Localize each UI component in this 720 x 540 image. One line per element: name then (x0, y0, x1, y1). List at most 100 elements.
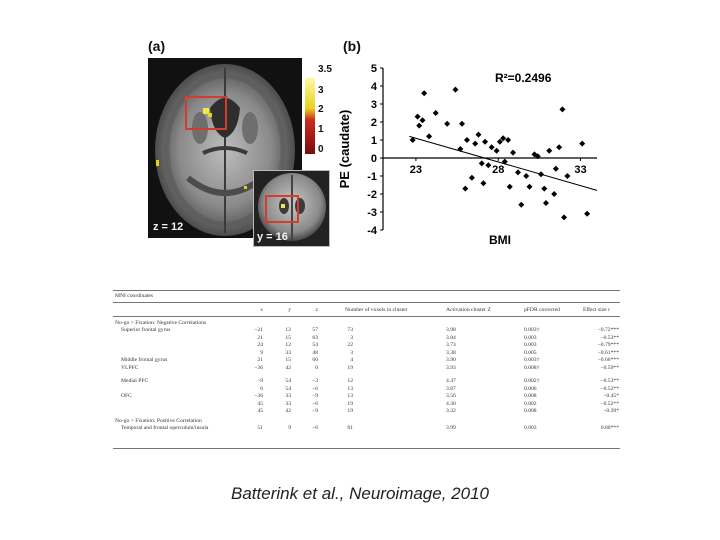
table-cell: 3 (350, 349, 353, 356)
table-cell: 6 (260, 385, 263, 392)
data-point (534, 153, 541, 160)
table-cell: 45 (257, 400, 263, 407)
table-cell: −36 (254, 393, 263, 400)
table-cell: −3 (312, 378, 318, 384)
table-cell: 0.005 (524, 349, 537, 356)
table-cell: 19 (347, 400, 353, 407)
data-point (542, 200, 549, 206)
table-cell: 21 (257, 357, 263, 364)
table-cell: 0.002† (524, 378, 540, 384)
table-cell: 3.98 (446, 327, 456, 333)
table-cell: −0.52** (600, 400, 619, 407)
y-tick-label: 4 (371, 81, 378, 93)
data-point (514, 169, 521, 176)
table-section-heading: No-go > Fixation: Positive Correlation (115, 418, 202, 424)
roi-box-inset (265, 195, 299, 223)
data-point (485, 162, 492, 169)
regression-line (409, 135, 598, 191)
table-cell: 0.80*** (600, 425, 619, 431)
table-cell: −21 (254, 327, 263, 333)
table-cell: 12 (285, 342, 291, 349)
y-tick-label: -3 (367, 207, 377, 219)
data-point (482, 138, 489, 145)
colorbar (305, 78, 315, 154)
table-cell: 0.008 (524, 393, 537, 400)
table-cell: 54 (285, 378, 291, 384)
table-cell: 48 (312, 349, 318, 356)
table-cell: −9 (312, 408, 318, 415)
table-cell: 0.008 (524, 408, 537, 415)
table-row-region: Medial PFC (121, 378, 149, 384)
table-cell: 0.003† (524, 327, 540, 333)
table-cell: 3.32 (446, 408, 456, 415)
table-cell: −9 (257, 378, 263, 384)
table-cell: 22 (347, 342, 353, 349)
table-header-cell: pFDR corrected (524, 307, 560, 313)
colorbar-tick-2: 2 (318, 104, 324, 115)
table-cell: 3.84 (446, 334, 456, 341)
table-cell: 42 (285, 365, 291, 371)
table-cell: 9 (260, 349, 263, 356)
table-cell: 21 (257, 334, 263, 341)
table-cell: 42 (285, 408, 291, 415)
data-point (559, 106, 566, 113)
data-point (579, 140, 586, 147)
panel-a-label: (a) (148, 38, 166, 54)
table-cell: −0.53** (600, 334, 619, 341)
table-header-cell: Effect size r (583, 307, 610, 313)
data-point (505, 137, 512, 143)
y-tick-label: 3 (371, 99, 377, 111)
table-header-cell: Number of voxels in cluster (345, 307, 408, 313)
y-tick-label: 1 (371, 135, 377, 147)
table-cell: −6 (312, 400, 318, 407)
table-cell: 15 (285, 334, 291, 341)
table-cell: 15 (285, 357, 291, 364)
x-axis-label: BMI (489, 233, 511, 247)
data-point (506, 183, 513, 190)
table-row-region: Middle frontal gyrus (121, 357, 168, 364)
table-cell: 4.30 (446, 400, 456, 407)
table-cell: 0.008† (524, 365, 540, 371)
brain-coronal-inset-drawing (258, 173, 326, 241)
table-cell: 0.003† (524, 357, 540, 364)
data-point (561, 214, 568, 221)
table-cell: 3.99 (446, 425, 456, 431)
table-cell: −0.45* (603, 393, 619, 400)
table-cell: 12 (347, 378, 353, 384)
table-cell: 0 (315, 365, 318, 371)
table-row-region: VLPFC (121, 365, 139, 371)
table-cell: 3.90 (446, 357, 456, 364)
table-section-heading: No-go > Fixation: Negative Correlations (115, 320, 207, 326)
table-cell: 54 (312, 342, 318, 349)
table-row-region: Temporal and frontal operculum/insula (121, 425, 209, 431)
data-point (414, 113, 421, 120)
table-cell: 19 (347, 408, 353, 415)
data-point (468, 174, 475, 181)
data-point (531, 151, 538, 158)
x-tick-label: 23 (410, 164, 422, 176)
table-cell: 4 (350, 357, 353, 364)
table-cell: 12 (285, 327, 291, 333)
data-point (510, 149, 517, 156)
colorbar-tick-3-5: 3.5 (318, 64, 332, 75)
table-cell: 0.002 (524, 400, 537, 407)
data-point (564, 173, 571, 179)
y-tick-label: 0 (371, 153, 377, 165)
colorbar-tick-3: 3 (318, 85, 324, 96)
table-cell: −0.61*** (597, 349, 619, 356)
y-axis-label: PE (caudate) (337, 110, 352, 189)
data-point (426, 133, 433, 140)
data-point (444, 120, 451, 127)
data-point (556, 144, 563, 151)
data-point (409, 137, 416, 143)
data-point (518, 201, 525, 208)
data-point (551, 191, 558, 197)
table-cell: 54 (285, 385, 291, 392)
data-point (488, 144, 495, 151)
data-point (493, 147, 500, 154)
table-cell: −0.72*** (597, 327, 619, 333)
table-cell: 0.003 (524, 334, 537, 341)
data-point (452, 86, 459, 93)
table-cell: −0.52** (600, 385, 619, 392)
citation: Batterink et al., Neuroimage, 2010 (231, 484, 489, 503)
